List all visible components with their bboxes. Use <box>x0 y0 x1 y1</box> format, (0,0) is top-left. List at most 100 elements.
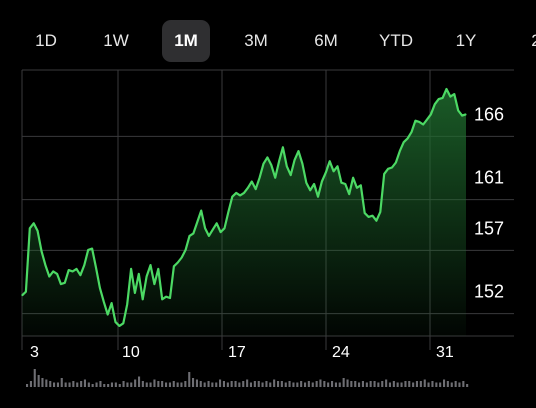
volume-bar <box>323 381 326 387</box>
volume-bar <box>257 381 260 387</box>
volume-bar <box>49 381 52 387</box>
volume-bar <box>427 382 430 387</box>
volume-bar <box>242 381 245 387</box>
price-point <box>270 164 272 166</box>
range-tab-2[interactable]: 2 <box>512 20 536 62</box>
volume-bar <box>419 381 422 387</box>
price-point <box>200 210 202 212</box>
volume-bar <box>392 381 395 387</box>
price-point <box>251 180 253 183</box>
volume-bar <box>400 382 403 387</box>
volume-bar <box>122 381 125 387</box>
volume-bar <box>373 381 376 387</box>
volume-bar <box>180 382 183 387</box>
range-tab-1w[interactable]: 1W <box>103 31 129 50</box>
price-point <box>208 235 210 237</box>
volume-bar <box>64 382 67 387</box>
price-point <box>371 215 374 217</box>
price-point <box>243 192 245 194</box>
x-tick-label: 3 <box>30 344 39 361</box>
volume-bar <box>60 378 63 387</box>
volume-bar <box>288 381 291 387</box>
y-tick-label: 161 <box>474 168 504 188</box>
price-point <box>321 180 323 183</box>
price-point <box>399 150 401 152</box>
volume-bar <box>296 382 299 387</box>
volume-bar <box>184 381 187 387</box>
price-point <box>383 173 385 175</box>
x-axis-labels: 3 10 17 24 31 <box>30 344 454 361</box>
volume-bar <box>435 382 438 387</box>
volume-bar <box>107 384 110 387</box>
volume-bar <box>141 381 144 387</box>
volume-bar <box>331 381 334 387</box>
price-point <box>177 261 179 264</box>
volume-bar <box>222 381 225 387</box>
volume-bar <box>195 379 198 387</box>
volume-bar <box>462 381 465 387</box>
volume-bar <box>95 382 98 387</box>
volume-bar <box>396 382 399 387</box>
price-point <box>75 268 78 270</box>
range-tab-ytd[interactable]: YTD <box>379 31 413 50</box>
range-tab-1y[interactable]: 1Y <box>455 31 477 50</box>
price-point <box>161 298 163 300</box>
price-point <box>262 163 265 165</box>
volume-bar <box>76 382 79 387</box>
range-tab-1m[interactable]: 1M <box>162 20 210 62</box>
volume-bar <box>41 378 44 387</box>
volume-bar <box>45 379 48 387</box>
price-point <box>165 296 167 298</box>
volume-bars <box>26 369 469 387</box>
volume-bar <box>203 382 206 387</box>
price-point <box>235 192 237 194</box>
volume-bar <box>118 384 121 387</box>
price-point <box>188 235 191 237</box>
price-point <box>368 216 370 218</box>
price-point <box>305 182 307 184</box>
volume-bar <box>110 382 113 387</box>
volume-bar <box>381 381 384 387</box>
range-tab-6m[interactable]: 6M <box>314 31 338 50</box>
price-point <box>422 123 424 126</box>
range-tab-3m[interactable]: 3M <box>244 31 268 50</box>
price-point <box>114 321 117 323</box>
volume-bar <box>188 372 191 387</box>
price-point <box>87 249 89 251</box>
volume-bar <box>246 379 249 387</box>
price-point <box>379 211 381 213</box>
volume-bar <box>130 382 133 387</box>
volume-bar <box>215 382 218 387</box>
price-point <box>313 183 315 185</box>
price-point <box>387 168 389 170</box>
volume-bar <box>37 375 40 387</box>
price-point <box>83 264 85 266</box>
price-point <box>461 115 463 117</box>
volume-bar <box>443 379 446 387</box>
price-point <box>91 248 93 250</box>
price-point <box>259 177 261 179</box>
range-tab-1d[interactable]: 1D <box>35 31 57 50</box>
price-point <box>40 250 43 252</box>
volume-bar <box>458 382 461 387</box>
price-point <box>430 113 432 115</box>
price-point <box>64 282 66 284</box>
volume-bar <box>361 381 364 387</box>
volume-bar <box>114 382 117 387</box>
volume-bar <box>342 378 345 387</box>
price-point <box>56 273 58 275</box>
price-point <box>44 264 47 266</box>
volume-bar <box>319 379 322 387</box>
price-point <box>356 187 358 189</box>
price-point <box>344 183 346 185</box>
volume-bar <box>315 381 318 387</box>
price-point <box>181 256 183 259</box>
volume-bar <box>87 382 90 387</box>
price-point <box>173 265 175 267</box>
volume-bar <box>83 379 86 387</box>
price-point <box>407 137 409 139</box>
price-point <box>465 113 467 115</box>
price-point <box>48 275 50 278</box>
volume-bar <box>273 379 276 387</box>
